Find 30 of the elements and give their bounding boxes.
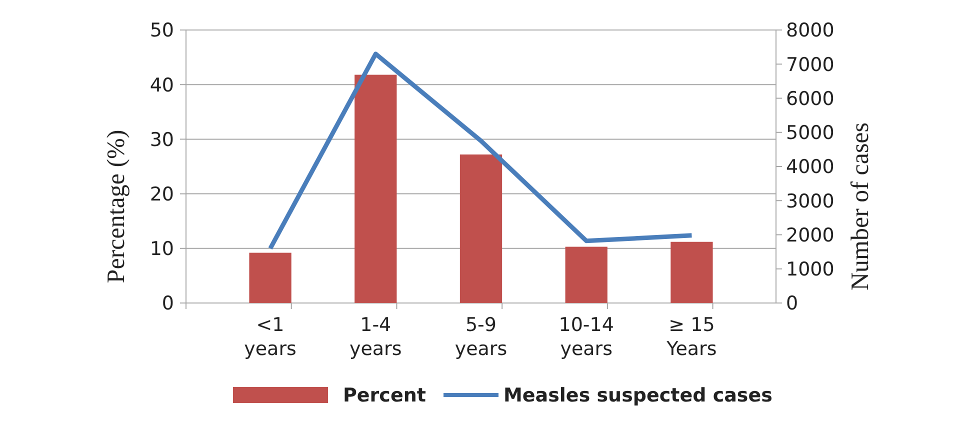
- bar: [565, 246, 608, 303]
- legend-label: Measles suspected cases: [504, 384, 772, 407]
- y2-tick-label: 8000: [786, 20, 834, 42]
- line-series: [268, 52, 694, 251]
- x-tick-label: 10-14 years: [558, 314, 614, 360]
- bar: [249, 252, 292, 303]
- bar: [460, 154, 502, 303]
- x-tick-label: 5-9 years: [454, 314, 508, 360]
- x-tick-label: <1 years: [244, 314, 296, 360]
- y-tick-label: 0: [162, 292, 174, 315]
- y2-tick-label: 2000: [786, 224, 834, 246]
- y-tick-label: 40: [150, 74, 174, 96]
- bar: [354, 74, 397, 303]
- y2-tick-label: 1000: [786, 258, 834, 281]
- y2-tick-label: 4000: [786, 156, 834, 178]
- y-tick-label: 10: [150, 238, 174, 260]
- y-tick-label: 20: [150, 183, 174, 206]
- y2-tick-label: 3000: [786, 190, 834, 212]
- y-tick-label: 50: [150, 20, 174, 42]
- legend-label: Percent: [343, 384, 426, 407]
- y2-tick-label: 5000: [786, 122, 834, 144]
- y2-tick-label: 7000: [786, 54, 834, 76]
- y2-tick-label: 6000: [786, 88, 834, 110]
- y2-tick-label: 0: [786, 292, 798, 315]
- y-tick-label: 30: [150, 128, 174, 151]
- y2-axis-title: Number of cases: [847, 122, 874, 290]
- x-tick-label: 1-4 years: [349, 314, 402, 360]
- x-tick-label: ≥ 15 Years: [666, 314, 717, 360]
- y-axis-title: Percentage (%): [103, 130, 130, 284]
- bar: [670, 242, 713, 303]
